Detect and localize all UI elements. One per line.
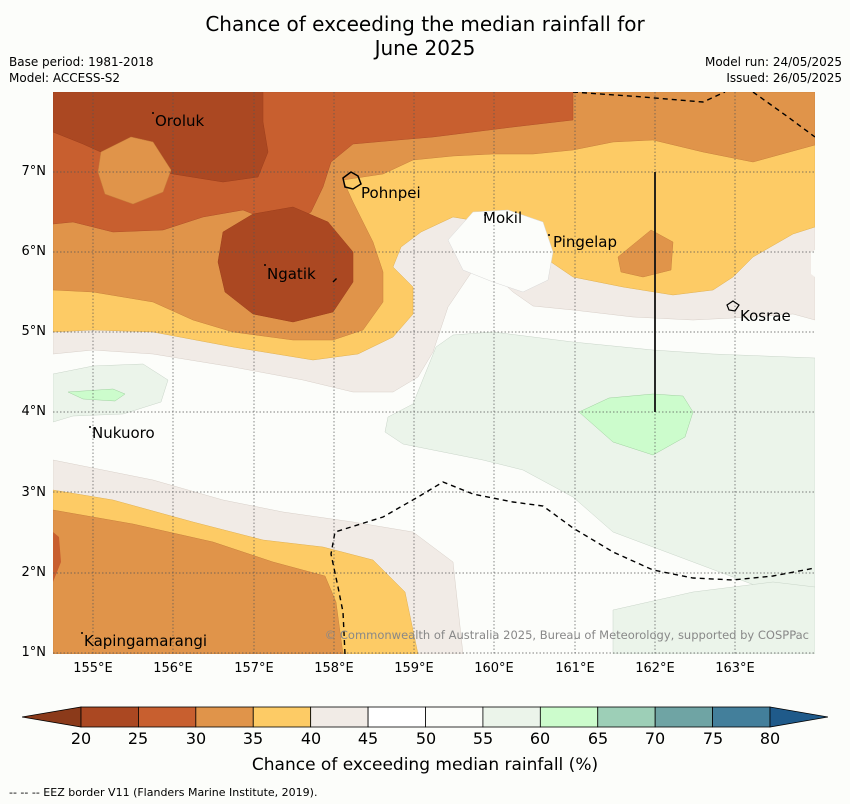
pingelap-marker — [548, 234, 550, 236]
band-50-pocket-kosrae — [811, 250, 815, 277]
graticule — [53, 92, 815, 654]
lon-label-157e: 157°E — [234, 661, 274, 676]
place-label-kapingamarangi: Kapingamarangi — [84, 632, 207, 650]
colorbar-tick-80: 80 — [759, 729, 781, 748]
colorbar-swatch — [712, 706, 771, 728]
colorbar-tick-35: 35 — [242, 729, 264, 748]
band-25-ngatik — [217, 206, 354, 323]
lat-label-6n: 6°N — [21, 244, 47, 259]
colorbar-tick-30: 30 — [185, 729, 207, 748]
base-period: Base period: 1981-2018 — [9, 55, 154, 69]
band-60-east — [578, 393, 694, 456]
meta-left: Base period: 1981-2018 Model: ACCESS-S2 — [9, 54, 154, 86]
band-55-east — [384, 331, 815, 613]
place-label-nukuoro: Nukuoro — [92, 424, 155, 442]
band-60-west — [67, 388, 126, 402]
colorbar-swatch — [195, 706, 254, 728]
colorbar-swatch — [367, 706, 426, 728]
lat-label-3n: 3°N — [21, 485, 47, 500]
colorbar-swatch — [539, 706, 599, 728]
title-line-1: Chance of exceeding the median rainfall … — [205, 12, 645, 36]
place-label-mokil: Mokil — [483, 209, 522, 227]
colorbar-tick-50: 50 — [415, 729, 437, 748]
mokil-marker — [484, 214, 486, 216]
lat-label-7n: 7°N — [21, 164, 47, 179]
meta-right: Model run: 24/05/2025 Issued: 26/05/2025 — [705, 54, 842, 86]
colorbar-over-arrow — [769, 706, 828, 728]
band-55-south — [612, 581, 815, 654]
colorbar-swatch — [597, 706, 656, 728]
lon-label-158e: 158°E — [314, 661, 354, 676]
colorbar-swatch — [482, 706, 541, 728]
lat-label-4n: 4°N — [21, 404, 47, 419]
place-label-ngatik: Ngatik — [267, 265, 316, 283]
pohnpei-island — [342, 171, 362, 190]
colorbar-swatch — [425, 706, 484, 728]
lon-label-161e: 161°E — [555, 661, 595, 676]
eez-borders — [330, 92, 815, 654]
ngatik-marker — [264, 264, 266, 266]
lon-label-159e: 159°E — [394, 661, 434, 676]
nukuoro-marker — [89, 426, 91, 428]
lon-label-163e: 163°E — [715, 661, 755, 676]
band-50-pocket-mokil — [447, 209, 554, 293]
band-35-pocket-pingelap — [617, 229, 674, 278]
lat-label-5n: 5°N — [21, 324, 47, 339]
oroluk-marker — [152, 112, 154, 114]
title-line-2: June 2025 — [374, 36, 476, 60]
colorbar-tick-20: 20 — [70, 729, 92, 748]
colorbar-tick-75: 75 — [702, 729, 724, 748]
band-35-pocket-oroluk — [97, 136, 172, 205]
band-25-north — [53, 92, 269, 183]
map-title: Chance of exceeding the median rainfall … — [0, 12, 850, 60]
model-run: Model run: 24/05/2025 — [704, 55, 842, 69]
colorbar-swatch — [654, 706, 713, 728]
rainfall-map: Oroluk Pohnpei Mokil Pingelap Ngatik Kos… — [53, 92, 815, 654]
lat-label-1n: 1°N — [21, 645, 47, 660]
colorbar-swatch — [80, 706, 139, 728]
model-name: Model: ACCESS-S2 — [9, 71, 121, 85]
issued-date: Issued: 26/05/2025 — [726, 71, 842, 85]
place-label-pohnpei: Pohnpei — [361, 184, 421, 202]
colorbar-swatch — [252, 706, 312, 728]
copyright-text: © Commonwealth of Australia 2025, Bureau… — [325, 628, 809, 642]
colorbar-under-arrow — [22, 706, 82, 728]
colorbar-tick-60: 60 — [529, 729, 551, 748]
colorbar-tick-45: 45 — [357, 729, 379, 748]
colorbar-tick-65: 65 — [587, 729, 609, 748]
band-35-south — [53, 509, 344, 654]
place-label-oroluk: Oroluk — [155, 112, 204, 130]
colorbar — [22, 706, 828, 728]
colorbar-title: Chance of exceeding median rainfall (%) — [251, 755, 599, 775]
band-30-south — [53, 532, 61, 582]
colorbar-swatch — [310, 706, 369, 728]
colorbar-tick-55: 55 — [472, 729, 494, 748]
eez-footnote: -- -- -- EEZ border V11 (Flanders Marine… — [9, 786, 318, 799]
colorbar-swatches — [80, 706, 771, 728]
colorbar-tick-40: 40 — [300, 729, 322, 748]
place-label-kosrae: Kosrae — [740, 307, 791, 325]
place-label-pingelap: Pingelap — [553, 233, 617, 251]
colorbar-tick-70: 70 — [644, 729, 666, 748]
kosrae-island — [726, 300, 740, 312]
kapingamarangi-marker — [81, 632, 83, 634]
lon-label-156e: 156°E — [153, 661, 193, 676]
lon-label-155e: 155°E — [73, 661, 113, 676]
colorbar-swatch — [138, 706, 197, 728]
lon-label-160e: 160°E — [474, 661, 514, 676]
lat-label-2n: 2°N — [21, 565, 47, 580]
colorbar-tick-25: 25 — [127, 729, 149, 748]
lon-label-162e: 162°E — [635, 661, 675, 676]
